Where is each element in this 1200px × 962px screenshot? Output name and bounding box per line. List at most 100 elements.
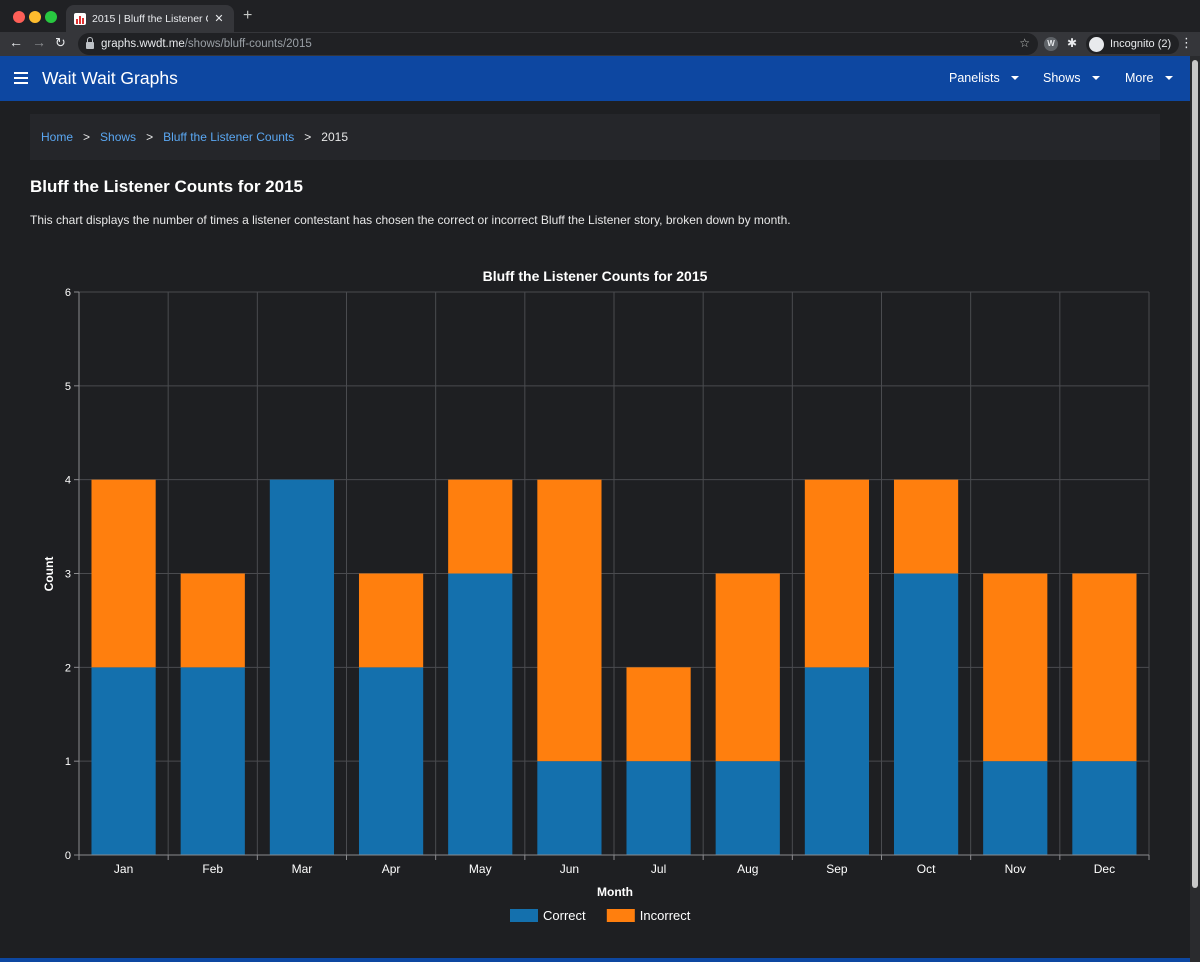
hamburger-menu-icon[interactable] (14, 72, 28, 84)
bar-correct-jan (91, 667, 156, 855)
incognito-icon (1089, 36, 1104, 52)
reload-icon[interactable]: ↻ (55, 35, 66, 50)
x-tick-label: Dec (1094, 862, 1115, 876)
extension-icon[interactable]: W (1044, 37, 1058, 51)
app-header: Wait Wait Graphs Panelists Shows More (0, 56, 1190, 101)
x-tick-label: Jan (114, 862, 133, 876)
y-tick-label: 0 (65, 850, 71, 862)
bar-correct-oct (893, 573, 959, 855)
chart-bars (91, 479, 1137, 855)
window-zoom-button[interactable] (45, 11, 57, 23)
chevron-down-icon (1011, 76, 1019, 80)
x-tick-label: Oct (917, 862, 936, 876)
page-description: This chart displays the number of times … (30, 213, 791, 227)
page-scrollbar[interactable] (1190, 56, 1200, 962)
bookmark-star-icon[interactable]: ☆ (1019, 36, 1030, 50)
y-tick-label: 6 (65, 287, 71, 299)
address-bar[interactable]: graphs.wwdt.me/shows/bluff-counts/2015 ☆ (78, 33, 1038, 55)
chart-legend: Correct Incorrect (510, 908, 691, 923)
bar-incorrect-jan (91, 479, 156, 668)
x-tick-label: Mar (292, 862, 313, 876)
x-tick-label: Feb (202, 862, 223, 876)
bar-incorrect-sep (804, 479, 870, 668)
x-tick-label: Jun (560, 862, 579, 876)
chart-favicon-icon (74, 12, 86, 25)
back-arrow-icon[interactable]: ← (9, 34, 23, 50)
url-host: graphs.wwdt.me (101, 38, 185, 50)
legend-label: Incorrect (640, 908, 691, 923)
breadcrumb-separator: > (304, 130, 312, 144)
y-tick-label: 5 (65, 381, 71, 393)
legend-swatch (510, 909, 538, 922)
incognito-label: Incognito (2) (1110, 38, 1172, 50)
bar-incorrect-jun (537, 479, 602, 762)
x-tick-label: May (469, 862, 492, 876)
bar-incorrect-oct (893, 479, 959, 574)
breadcrumb-home[interactable]: Home (41, 130, 74, 144)
y-tick-label: 1 (65, 756, 71, 768)
chart-title: Bluff the Listener Counts for 2015 (483, 268, 708, 284)
bar-incorrect-may (448, 479, 513, 574)
bar-correct-mar (269, 479, 335, 855)
brand-title[interactable]: Wait Wait Graphs (42, 68, 178, 88)
x-tick-label: Jul (651, 862, 666, 876)
tab-close-icon[interactable]: ✕ (214, 13, 224, 25)
window-close-button[interactable] (13, 11, 25, 23)
nav-panelists[interactable]: Panelists (949, 71, 1000, 85)
x-tick-label: Sep (826, 862, 848, 876)
chart-grid (78, 291, 1150, 856)
bar-correct-feb (180, 667, 245, 855)
bar-correct-jun (537, 761, 602, 855)
puzzle-extensions-icon[interactable]: ✱ (1067, 36, 1078, 50)
bar-correct-may (448, 573, 513, 855)
stacked-bar-chart: Bluff the Listener Counts for 2015 0 1 2 3 4… (42, 268, 1150, 923)
browser-tab-strip: 2015 | Bluff the Listener Counts ✕ + (0, 0, 1200, 32)
footer-strip (0, 958, 1190, 962)
x-tick-label: Apr (382, 862, 401, 876)
y-axis-label: Count (42, 557, 56, 592)
bar-correct-nov (983, 761, 1048, 855)
url-path: /shows/bluff-counts/2015 (184, 38, 312, 50)
x-tick-label: Aug (737, 862, 758, 876)
breadcrumb-current: 2015 (321, 130, 348, 144)
nav-shows[interactable]: Shows (1043, 71, 1081, 85)
scrollbar-thumb[interactable] (1192, 60, 1198, 888)
bar-incorrect-apr (358, 573, 424, 668)
legend-label: Correct (543, 908, 586, 923)
chart-axes: 0 1 2 3 4 5 6 Jan Feb Mar Apr May Jun Jul Aug Sep Oct Nov… (65, 287, 1150, 876)
bar-correct-apr (358, 667, 424, 855)
bar-incorrect-feb (180, 573, 245, 668)
legend-swatch (606, 909, 635, 922)
lock-icon (86, 37, 94, 49)
bar-correct-aug (715, 761, 780, 855)
page-title: Bluff the Listener Counts for 2015 (30, 177, 303, 196)
breadcrumb-shows[interactable]: Shows (100, 130, 137, 144)
window-minimize-button[interactable] (29, 11, 41, 23)
new-tab-button[interactable]: + (243, 7, 253, 24)
browser-toolbar: ← → ↻ graphs.wwdt.me/shows/bluff-counts/… (0, 32, 1200, 56)
browser-menu-icon[interactable]: ⋮ (1180, 35, 1193, 50)
y-tick-label: 4 (65, 475, 71, 487)
breadcrumb-separator: > (83, 130, 91, 144)
x-axis-label: Month (597, 885, 633, 899)
forward-arrow-icon[interactable]: → (32, 34, 46, 50)
breadcrumb-separator: > (146, 130, 154, 144)
bar-correct-jul (626, 761, 691, 855)
breadcrumb: Home > Shows > Bluff the Listener Counts… (30, 114, 1160, 160)
bar-correct-dec (1072, 761, 1137, 855)
y-tick-label: 2 (65, 662, 71, 674)
browser-tab[interactable]: 2015 | Bluff the Listener Counts ✕ (66, 5, 234, 32)
bar-incorrect-jul (626, 667, 691, 762)
nav-more[interactable]: More (1125, 71, 1154, 85)
bar-incorrect-dec (1072, 573, 1137, 762)
incognito-indicator[interactable]: Incognito (2) (1086, 34, 1180, 54)
chevron-down-icon (1092, 76, 1100, 80)
breadcrumb-bluff-counts[interactable]: Bluff the Listener Counts (163, 130, 295, 144)
bar-incorrect-nov (983, 573, 1048, 762)
chevron-down-icon (1165, 76, 1173, 80)
y-tick-label: 3 (65, 569, 71, 581)
bar-correct-sep (804, 667, 870, 855)
tab-title: 2015 | Bluff the Listener Counts (92, 12, 208, 25)
bar-incorrect-aug (715, 573, 780, 762)
x-tick-label: Nov (1005, 862, 1026, 876)
